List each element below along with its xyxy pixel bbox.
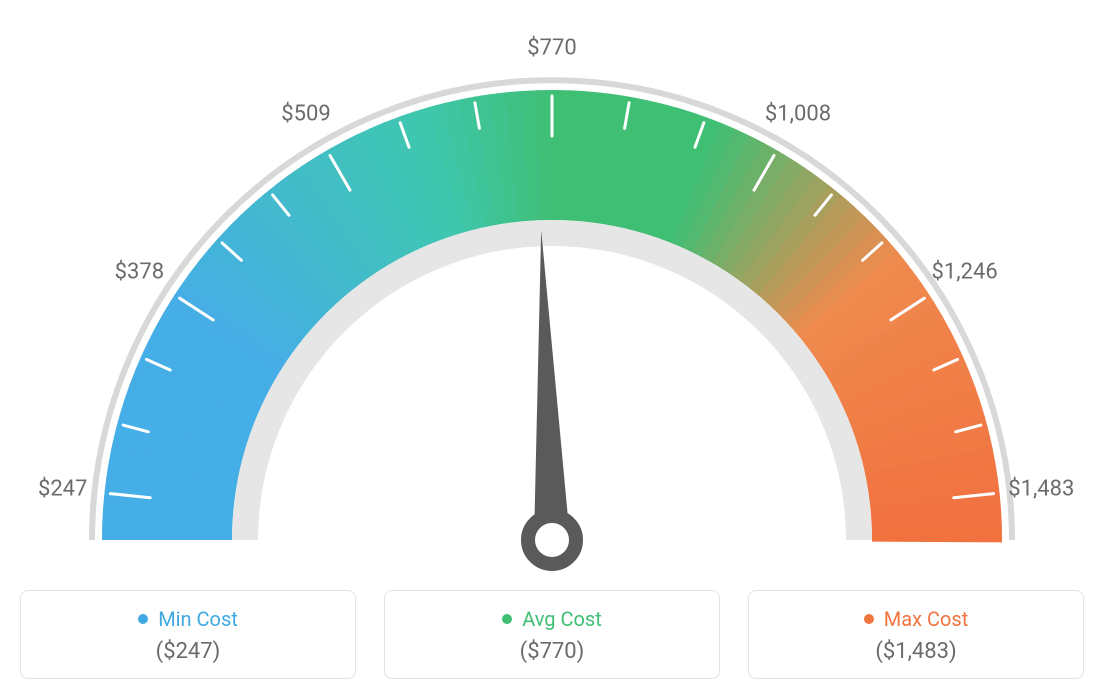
legend-value-max: ($1,483): [767, 639, 1065, 664]
legend-label-max: Max Cost: [884, 607, 969, 631]
legend-row: Min Cost ($247) Avg Cost ($770) Max Cost…: [20, 590, 1084, 679]
dot-min: [138, 614, 148, 624]
dot-max: [864, 614, 874, 624]
legend-label-min: Min Cost: [158, 607, 238, 631]
cost-gauge: $247 $378 $509 $770 $1,008 $1,246 $1,483: [20, 20, 1084, 580]
legend-card-min: Min Cost ($247): [20, 590, 356, 679]
gauge-tick-label: $378: [115, 260, 164, 285]
gauge-svg: [20, 20, 1084, 580]
dot-avg: [502, 614, 512, 624]
gauge-tick-label: $770: [527, 36, 576, 61]
gauge-tick-label: $1,246: [932, 260, 998, 285]
gauge-tick-label: $1,008: [765, 101, 831, 126]
gauge-tick-label: $1,483: [1008, 476, 1074, 501]
legend-card-avg: Avg Cost ($770): [384, 590, 720, 679]
legend-label-avg: Avg Cost: [522, 607, 602, 631]
legend-card-max: Max Cost ($1,483): [748, 590, 1084, 679]
gauge-tick-label: $247: [38, 476, 87, 501]
gauge-tick-label: $509: [281, 101, 330, 126]
legend-value-min: ($247): [39, 639, 337, 664]
legend-value-avg: ($770): [403, 639, 701, 664]
